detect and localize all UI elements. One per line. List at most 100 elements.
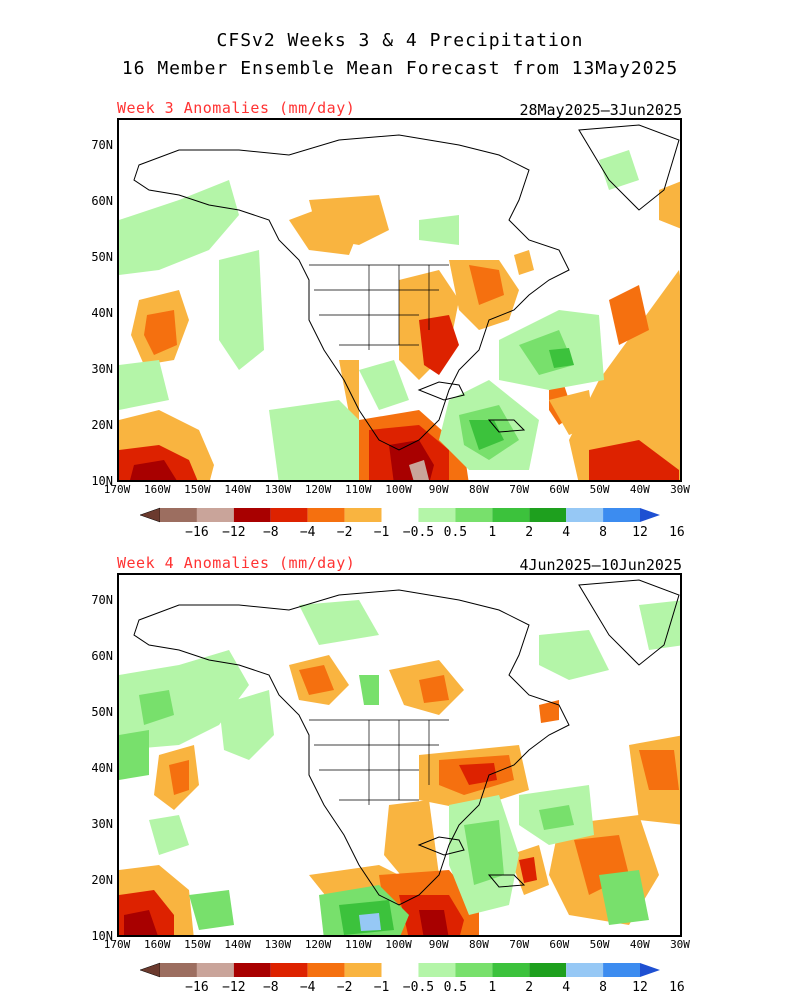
lat-tick-label: 50N — [91, 705, 113, 719]
lon-tick-label: 130W — [264, 483, 292, 496]
lon-tick-label: 150W — [184, 938, 211, 951]
colorbar-tick-label: −0.5 — [402, 525, 435, 540]
colorbar-swatch — [529, 508, 567, 522]
figure-title-line2: 16 Member Ensemble Mean Forecast from 13… — [121, 58, 679, 79]
lat-tick-label: 70N — [91, 138, 113, 152]
lon-tick-label: 170W — [103, 938, 131, 951]
colorbar-tick-label: −16 — [185, 525, 209, 540]
colorbar-tick-label: −8 — [262, 525, 279, 540]
lon-tick-label: 30W — [670, 483, 690, 496]
lon-tick-label: 30W — [670, 938, 690, 951]
week3-title: Week 3 Anomalies (mm/day) — [117, 99, 356, 117]
colorbar-tick-label: 8 — [599, 525, 607, 540]
week4-state-borders — [309, 719, 449, 805]
colorbar-tick-label: −16 — [185, 980, 209, 995]
figure-title-line1: CFSv2 Weeks 3 & 4 Precipitation — [216, 30, 584, 51]
colorbar-swatch — [455, 508, 493, 522]
colorbar-swatch — [455, 963, 493, 977]
lon-tick-label: 80W — [468, 938, 489, 951]
lat-tick-label: 60N — [91, 194, 113, 208]
lat-tick-label: 20N — [91, 418, 113, 432]
lat-tick-label: 40N — [91, 306, 113, 320]
lon-tick-label: 170W — [103, 483, 131, 496]
colorbar-tick-label: 16 — [669, 980, 685, 995]
lat-tick-label: 70N — [91, 593, 113, 607]
colorbar-tick-label: 0.5 — [443, 980, 468, 995]
lon-tick-label: 140W — [224, 483, 251, 496]
week3-map-canvas — [119, 124, 680, 480]
colorbar-swatch — [603, 963, 640, 977]
colorbar-swatch — [381, 508, 419, 522]
colorbar-tick-label: 1 — [488, 525, 497, 540]
colorbar-swatch — [233, 963, 271, 977]
lon-tick-label: 160W — [143, 483, 171, 496]
colorbar-swatch — [140, 962, 161, 978]
lon-tick-label: 70W — [509, 938, 530, 951]
colorbar-swatch — [140, 507, 161, 523]
lon-tick-label: 70W — [509, 483, 530, 496]
colorbar-tick-label: 4 — [562, 980, 571, 995]
week4-coastlines — [133, 579, 680, 906]
colorbar-tick-label: −8 — [262, 980, 279, 995]
colorbar-tick-label: −12 — [222, 980, 246, 995]
lon-tick-label: 40W — [629, 483, 650, 496]
colorbar-swatch — [381, 963, 419, 977]
colorbar-swatch — [640, 963, 660, 977]
week4-dates: 4Jun2025—10Jun2025 — [519, 556, 682, 574]
colorbar-tick-label: −1 — [373, 980, 390, 995]
lon-tick-label: 50W — [589, 938, 610, 951]
colorbar-swatch — [270, 508, 308, 522]
week3-state-borders — [309, 264, 449, 350]
lon-tick-label: 160W — [143, 938, 171, 951]
colorbar-swatch — [529, 963, 567, 977]
lon-tick-label: 100W — [385, 938, 412, 951]
lon-tick-label: 140W — [224, 938, 251, 951]
colorbar-tick-label: 16 — [669, 525, 685, 540]
lon-tick-label: 50W — [589, 483, 610, 496]
colorbar-swatch — [418, 963, 456, 977]
colorbar-swatch — [492, 508, 530, 522]
colorbar-tick-label: −1 — [373, 525, 390, 540]
colorbar-tick-label: 12 — [632, 525, 648, 540]
colorbar-swatch — [344, 508, 382, 522]
colorbar-tick-label: 1 — [488, 980, 497, 995]
lon-tick-label: 150W — [184, 483, 211, 496]
colorbar-swatch — [160, 963, 197, 977]
colorbar-tick-label: −0.5 — [402, 980, 435, 995]
lon-tick-label: 110W — [345, 938, 372, 951]
colorbar-swatch — [270, 963, 308, 977]
lat-tick-label: 30N — [91, 362, 113, 376]
lon-tick-label: 120W — [304, 938, 332, 951]
colorbar-tick-label: 8 — [599, 980, 607, 995]
week4-title: Week 4 Anomalies (mm/day) — [117, 554, 356, 572]
lon-tick-label: 90W — [428, 938, 449, 951]
colorbar-swatch — [307, 963, 345, 977]
lon-tick-label: 110W — [345, 483, 372, 496]
lat-tick-label: 10N — [91, 929, 113, 943]
lat-tick-label: 40N — [91, 761, 113, 775]
colorbar-tick-label: −2 — [336, 980, 353, 995]
lon-tick-label: 80W — [468, 483, 489, 496]
colorbar-swatch — [344, 963, 382, 977]
colorbar-tick-label: 2 — [525, 980, 534, 995]
week3-anomaly-map — [117, 118, 682, 482]
colorbar-tick-label: 4 — [562, 525, 571, 540]
lon-tick-label: 100W — [385, 483, 412, 496]
week3-colorbar — [140, 507, 660, 523]
week4-anomaly-map — [117, 573, 682, 937]
week4-wet-anomalies — [119, 600, 680, 935]
colorbar-swatch — [307, 508, 345, 522]
lon-tick-label: 40W — [629, 938, 650, 951]
colorbar-tick-label: 12 — [632, 980, 648, 995]
lat-tick-label: 10N — [91, 474, 113, 488]
colorbar-swatch — [196, 508, 234, 522]
colorbar-swatch — [418, 508, 456, 522]
lat-tick-label: 60N — [91, 649, 113, 663]
colorbar-swatch — [603, 508, 640, 522]
colorbar-swatch — [196, 963, 234, 977]
colorbar-tick-label: −4 — [299, 980, 316, 995]
colorbar-swatch — [640, 508, 660, 522]
colorbar-swatch — [233, 508, 271, 522]
lat-tick-label: 50N — [91, 250, 113, 264]
colorbar-tick-label: 2 — [525, 525, 534, 540]
